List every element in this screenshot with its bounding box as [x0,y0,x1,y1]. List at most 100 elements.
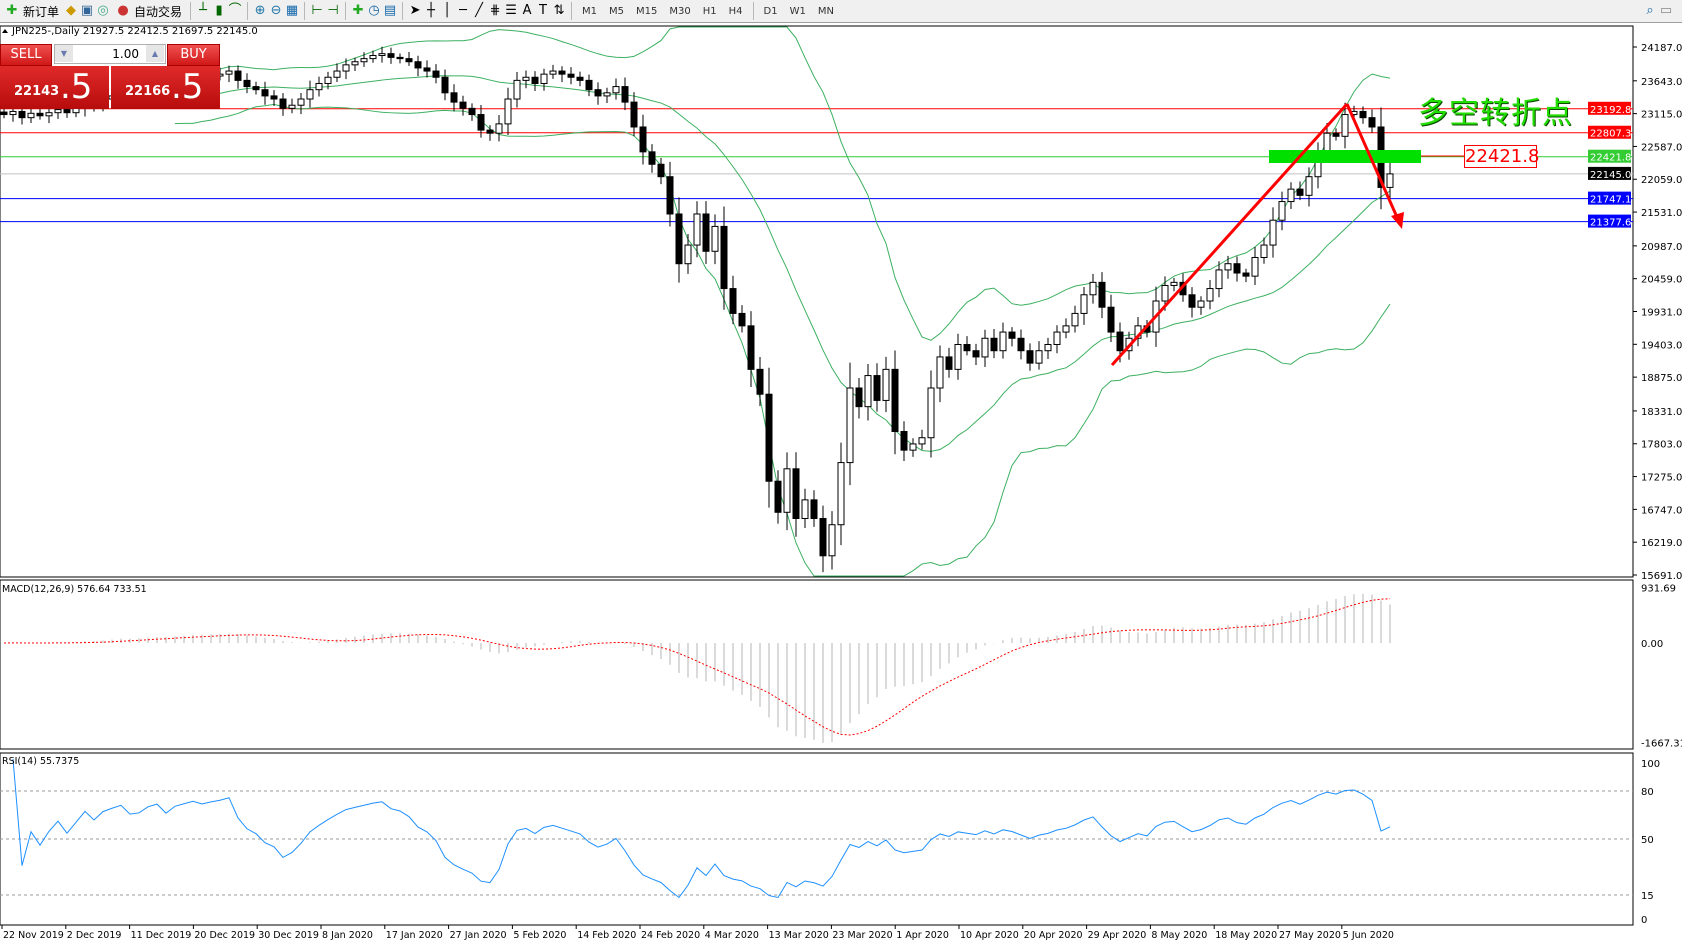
candle-body [801,499,809,520]
sell-price[interactable]: 22143.5 [0,66,109,109]
timeframe-mn[interactable]: MN [817,5,834,17]
upper-band [174,26,1391,341]
timeframe-h1[interactable]: H1 [702,5,717,17]
downtrend-arrow [1345,103,1402,225]
candle-body [1242,272,1250,277]
text-label-icon[interactable]: T [539,3,547,18]
chat-icon[interactable]: ▭ [1659,3,1673,18]
candle-body [378,53,386,57]
buy-button[interactable]: BUY [167,44,220,66]
candle [756,357,764,407]
candle [711,214,719,265]
date-tick-label: 4 Mar 2020 [705,930,759,941]
rsi-tick-label: 0 [1641,915,1647,926]
price-line-label-bg [1588,101,1631,115]
timeframe-m15[interactable]: M15 [636,5,658,17]
lot-increase-button[interactable]: ▲ [146,45,164,62]
tile-windows-icon[interactable]: ▦ [285,3,299,18]
timeframe-w1[interactable]: W1 [789,5,806,17]
separator [571,2,573,20]
crosshair-icon[interactable]: ┼ [427,3,435,18]
candle [1359,106,1367,124]
candle [864,363,872,421]
lot-decrease-button[interactable]: ▼ [55,45,73,62]
candle-body [702,213,710,252]
history-icon[interactable]: ◆ [66,3,77,18]
candle [747,311,755,388]
rsi-header: RSI(14) 55.7375 [2,756,79,767]
buy-price[interactable]: 22166.5 [111,66,220,109]
candle [342,58,350,80]
templates-icon[interactable]: ▤ [383,3,397,18]
timeframe-m30[interactable]: M30 [669,5,691,17]
candle-body [855,387,863,408]
candle [297,93,305,115]
candle-body [1044,343,1052,352]
price-tick-label: 18331.0 [1641,407,1682,418]
candle [1035,341,1043,370]
collapse-arrow-icon[interactable] [2,29,8,33]
candle-body [243,79,251,88]
candle [1170,277,1178,292]
timeframe-d1[interactable]: D1 [763,5,778,17]
timeframe-m5[interactable]: M5 [609,5,625,17]
candlestick-icon[interactable]: ▮ [215,3,223,18]
chart-shift-icon[interactable]: ⊢ [311,3,323,18]
candle [1287,182,1295,209]
price-tick-label: 22587.0 [1641,142,1682,153]
price-line-label-bg [1588,125,1631,139]
cursor-icon[interactable]: ➤ [409,3,421,18]
lot-size-input[interactable]: 1.00 [54,44,166,64]
auto-trading-label: 自动交易 [134,4,183,19]
price-label-box[interactable]: 22421.8 [1464,145,1540,168]
candle [990,328,998,359]
search-icon[interactable]: ⌕ [1646,3,1654,18]
timeframe-h4[interactable]: H4 [728,5,743,17]
indicators-icon[interactable]: ✚ [352,3,364,18]
candle [810,490,818,527]
autoscroll-icon[interactable]: ⊣ [327,3,339,18]
candle-body [1116,331,1124,352]
candle [675,197,683,283]
signals-icon[interactable]: ◎ [97,3,109,18]
candle-body [513,79,521,100]
candle [954,333,962,380]
arrows-icon[interactable]: ⇅ [553,3,565,18]
timeframe-m1[interactable]: M1 [582,5,598,17]
trendline-icon[interactable]: ╱ [475,3,483,18]
auto-trading-button[interactable]: ● 自动交易 [111,1,186,22]
candle-body [405,58,413,63]
candle [846,362,854,486]
line-chart-icon[interactable]: ⌒ [228,3,242,18]
zoom-out-icon[interactable]: ⊖ [270,3,282,18]
sell-button[interactable]: SELL [0,44,52,66]
new-order-button[interactable]: ✚ 新订单 [0,1,63,22]
candle [567,67,575,85]
zoom-in-icon[interactable]: ⊕ [254,3,266,18]
fibonacci-fan-icon[interactable]: ⋕ [489,3,501,18]
bar-chart-icon[interactable]: ┴ [199,3,207,18]
fibonacci-retracement-icon[interactable]: ☰ [505,3,517,18]
rsi-tick-label: 15 [1641,891,1654,902]
candle [288,98,296,114]
candle [981,329,989,367]
vertical-line-icon[interactable]: │ [443,3,451,18]
candle [504,87,512,135]
reversal-point-annotation[interactable]: 多空转折点 [1418,96,1573,131]
candle-body [576,76,584,81]
date-tick-label: 22 Nov 2019 [3,930,64,941]
candle-body [459,101,467,109]
candle [225,65,233,83]
market-watch-icon[interactable]: ▣ [80,3,94,18]
drawings[interactable] [1110,102,1464,367]
text-icon[interactable]: A [522,3,532,18]
candle-body [639,126,647,153]
candle [252,81,260,95]
chart-area[interactable]: 24187.0 23643.0 23115.0 22587.0 22059.0 21531… [0,23,1682,943]
candle-body [810,499,818,520]
candle [486,125,494,141]
candle [783,452,791,531]
periods-icon[interactable]: ◷ [368,3,380,18]
candle-body [1287,188,1295,203]
horizontal-line-icon[interactable]: ─ [459,3,467,18]
